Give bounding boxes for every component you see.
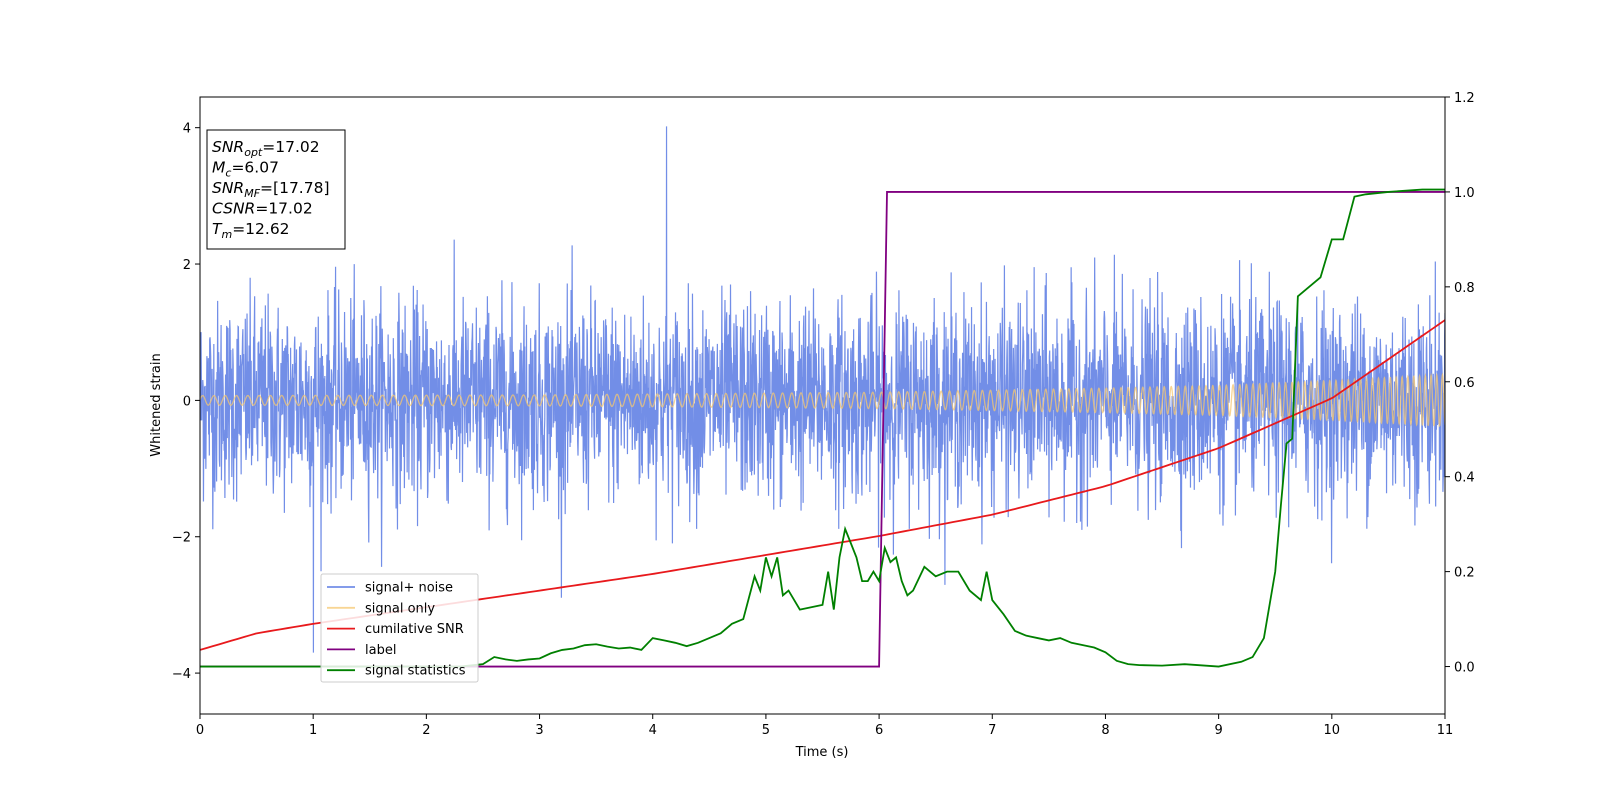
legend: signal+ noise signal only cumilative SNR la… [320, 573, 479, 683]
series-label-line [200, 191, 1445, 668]
legend-label: signal+ noise [365, 581, 453, 596]
y-left-tick-label: −4 [172, 667, 191, 682]
y-right-tick-label: 0.2 [1454, 566, 1475, 581]
annotation-line: SNRopt=17.02 [212, 138, 320, 159]
x-tick-label: 10 [1324, 723, 1341, 738]
series-signal-only-line [200, 372, 1445, 428]
x-tick-label: 11 [1437, 723, 1454, 738]
x-tick-label: 8 [1101, 723, 1109, 738]
y-left-tick-label: −2 [172, 531, 191, 546]
x-tick-label: 1 [309, 723, 317, 738]
annotation-symbol: SNR [212, 138, 244, 156]
annotation-value: =17.02 [262, 138, 319, 156]
x-axis-label: Time (s) [795, 745, 849, 760]
x-tick-label: 0 [196, 723, 204, 738]
annotation-symbol: M [212, 159, 225, 177]
annotation-line: Mc=6.07 [212, 159, 279, 180]
y-left-tick-label: 0 [183, 394, 191, 409]
x-tick-label: 9 [1214, 723, 1222, 738]
y-right-tick-label: 1.2 [1454, 91, 1475, 106]
legend-label: signal only [365, 601, 435, 616]
series-signal-noise-line [200, 126, 1445, 653]
y-left-axis: −4 −2 0 2 4 [172, 122, 200, 682]
annotation-subscript: m [221, 228, 232, 241]
annotation-symbol: CSNR [212, 200, 255, 218]
y-left-tick-label: 2 [183, 258, 191, 273]
annotation-symbol: T [212, 220, 223, 238]
x-axis: 0 1 2 3 4 5 6 7 8 9 10 11 [196, 714, 1453, 738]
legend-label: label [365, 643, 396, 658]
legend-label: cumilative SNR [365, 622, 464, 637]
x-tick-label: 2 [422, 723, 430, 738]
annotation-frame [206, 129, 346, 250]
y-right-tick-label: 0.0 [1454, 661, 1475, 676]
annotation-value: =17.02 [255, 200, 312, 218]
legend-frame [320, 573, 479, 683]
x-tick-label: 4 [649, 723, 657, 738]
y-left-tick-label: 4 [183, 122, 191, 137]
annotation-symbol: SNR [212, 179, 244, 197]
x-tick-label: 7 [988, 723, 996, 738]
plot-frame [199, 96, 1446, 715]
y-axis-label: Whitened strain [149, 353, 164, 456]
series-layer [200, 126, 1445, 668]
legend-label: signal statistics [365, 664, 466, 679]
x-tick-label: 5 [762, 723, 770, 738]
annotation-subscript: MF [244, 187, 260, 200]
y-right-tick-label: 1.0 [1454, 186, 1475, 201]
y-right-tick-label: 0.8 [1454, 281, 1475, 296]
annotation-value: =12.62 [232, 220, 289, 238]
annotation-subscript: c [225, 167, 231, 180]
annotation-subscript: opt [244, 146, 263, 159]
x-tick-label: 3 [535, 723, 543, 738]
annotation-value: =6.07 [231, 159, 279, 177]
y-right-tick-label: 0.4 [1454, 471, 1475, 486]
y-right-axis: 0.0 0.2 0.4 0.6 0.8 1.0 1.2 [1445, 91, 1475, 676]
annotation-line: CSNR=17.02 [212, 200, 313, 218]
y-right-tick-label: 0.6 [1454, 376, 1475, 391]
annotation-line: Tm=12.62 [212, 220, 290, 241]
x-tick-label: 6 [875, 723, 883, 738]
series-signal-statistics-line [200, 188, 1445, 668]
annotation-value: =[17.78] [260, 179, 329, 197]
annotation-line: SNRMF=[17.78] [212, 179, 330, 200]
annotation-box: SNRopt=17.02Mc=6.07SNRMF=[17.78]CSNR=17.… [206, 129, 346, 250]
